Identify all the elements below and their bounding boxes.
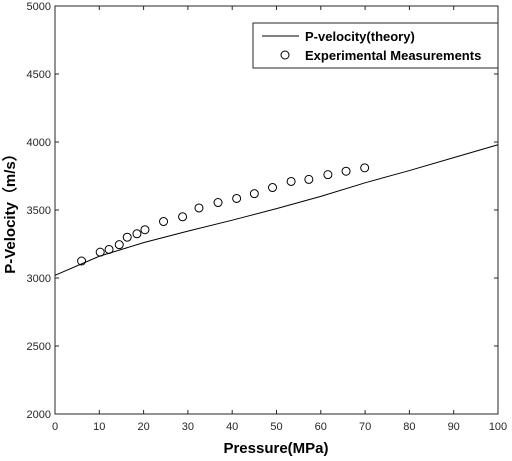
- experimental-point: [140, 225, 150, 235]
- series-layer: [54, 144, 499, 276]
- experimental-point: [360, 163, 370, 173]
- x-tick-label: 100: [489, 421, 507, 433]
- experimental-point: [132, 229, 142, 239]
- legend-experimental-marker-swatch: [280, 50, 290, 60]
- experimental-point: [304, 174, 314, 184]
- experimental-point: [286, 176, 296, 186]
- y-tick-label: 4500: [27, 69, 51, 81]
- legend: P-velocity(theory) Experimental Measurem…: [252, 22, 499, 69]
- x-axis-ticks: 0 10 20 30 40 50 60 70 80 90 100: [52, 6, 507, 433]
- experimental-point: [114, 240, 124, 250]
- x-tick-label: 30: [182, 421, 194, 433]
- experimental-point: [232, 193, 242, 203]
- x-tick-label: 20: [137, 421, 149, 433]
- y-tick-label: 4000: [27, 137, 51, 149]
- x-tick-label: 40: [226, 421, 238, 433]
- experimental-point: [268, 183, 278, 193]
- experimental-point: [213, 198, 223, 208]
- experimental-point: [178, 212, 188, 222]
- x-tick-label: 80: [403, 421, 415, 433]
- y-axis-ticks: 2000 2500 3000 3500 4000 4500 5000: [27, 1, 498, 421]
- y-tick-label: 2500: [27, 341, 51, 353]
- y-tick-label: 2000: [27, 409, 51, 421]
- x-tick-label: 0: [52, 421, 58, 433]
- x-tick-label: 50: [270, 421, 282, 433]
- x-axis-label: Pressure(MPa): [223, 440, 328, 457]
- experimental-point: [122, 232, 132, 242]
- legend-experimental-label: Experimental Measurements: [305, 48, 481, 63]
- experimental-point: [159, 217, 169, 227]
- x-tick-label: 70: [359, 421, 371, 433]
- x-tick-label: 60: [315, 421, 327, 433]
- experimental-point: [194, 203, 204, 213]
- y-axis-label: P-Velocity（m/s）: [1, 146, 19, 274]
- experimental-point: [341, 166, 351, 176]
- experimental-point: [249, 189, 259, 199]
- x-tick-label: 90: [448, 421, 460, 433]
- experimental-point: [104, 244, 114, 254]
- experimental-point: [323, 170, 333, 180]
- theory-series-line: [54, 144, 499, 276]
- experimental-point: [77, 256, 87, 266]
- experimental-point: [95, 247, 105, 257]
- legend-box: [252, 22, 499, 69]
- y-tick-label: 5000: [27, 1, 51, 13]
- y-tick-label: 3000: [27, 273, 51, 285]
- x-tick-label: 10: [93, 421, 105, 433]
- plot-area: [54, 5, 499, 415]
- legend-theory-label: P-velocity(theory): [305, 29, 415, 44]
- y-tick-label: 3500: [27, 205, 51, 217]
